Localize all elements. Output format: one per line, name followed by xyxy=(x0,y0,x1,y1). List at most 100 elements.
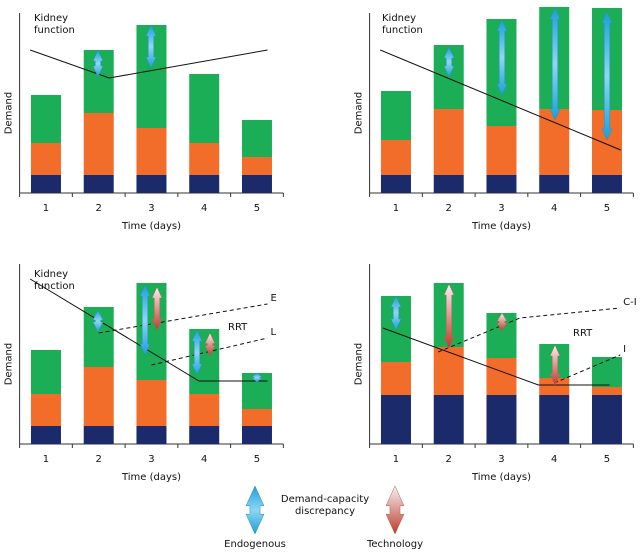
x-tick-label: 2 xyxy=(96,203,102,214)
bar-segment xyxy=(380,395,411,444)
legend-endogenous-arrow xyxy=(245,485,265,535)
bar-segment xyxy=(380,140,411,175)
bar-segment xyxy=(83,426,114,444)
bar-segment xyxy=(433,109,464,175)
x-tick-label: 4 xyxy=(551,454,557,465)
bar-segment xyxy=(30,143,61,175)
bar-segment xyxy=(189,394,220,426)
x-tick-label: 2 xyxy=(446,454,452,465)
bar-segment xyxy=(539,109,570,175)
bar-segment xyxy=(30,426,61,444)
line-label: Kidney function xyxy=(34,269,75,292)
bar-segment xyxy=(83,113,114,175)
x-tick-label: 1 xyxy=(43,203,49,214)
bar-segment xyxy=(539,378,570,395)
legend-technology: Technology xyxy=(366,539,423,550)
bar-segment xyxy=(189,426,220,444)
bar-segment xyxy=(30,394,61,426)
bar-segment xyxy=(591,395,622,444)
bar-segment xyxy=(241,175,272,193)
annotation: RRT xyxy=(228,322,248,333)
y-axis-label: Demand xyxy=(4,92,15,134)
bar-segment xyxy=(486,395,517,444)
endogenous-arrow xyxy=(191,329,203,376)
bar-segment xyxy=(539,395,570,444)
technology-arrow xyxy=(549,344,561,386)
technology-arrow xyxy=(496,312,508,332)
technology-arrow xyxy=(204,332,216,357)
line-label: E xyxy=(271,293,277,304)
endogenous-arrow xyxy=(145,24,157,69)
bar-segment xyxy=(433,175,464,193)
x-tick-label: 3 xyxy=(498,454,504,465)
x-tick-label: 3 xyxy=(498,203,504,214)
x-axis-label: Time (days) xyxy=(471,221,531,232)
line-label: C-I xyxy=(623,297,637,308)
bar-segment xyxy=(30,95,61,143)
bar-segment xyxy=(380,362,411,395)
bar-segment xyxy=(591,387,622,395)
bar-segment xyxy=(136,380,167,426)
legend-endogenous: Endogenous xyxy=(224,539,286,550)
x-tick-label: 5 xyxy=(604,203,610,214)
bar-segment xyxy=(30,350,61,394)
line xyxy=(29,49,268,79)
x-tick-label: 1 xyxy=(393,203,399,214)
endogenous-arrow xyxy=(601,11,613,141)
x-tick-label: 5 xyxy=(604,454,610,465)
bar-segment xyxy=(30,175,61,193)
bar-segment xyxy=(433,395,464,444)
endogenous-arrow xyxy=(139,284,151,356)
bar-segment xyxy=(136,128,167,175)
bar-segment xyxy=(241,409,272,426)
technology-arrow xyxy=(151,286,163,331)
x-tick-label: 1 xyxy=(43,454,49,465)
line-label: Kidney function xyxy=(34,13,75,36)
x-tick-label: 4 xyxy=(201,454,207,465)
x-tick-label: 5 xyxy=(254,454,260,465)
bar-segment xyxy=(189,175,220,193)
y-axis-label: Demand xyxy=(4,343,15,385)
line xyxy=(554,354,621,384)
y-axis-label: Demand xyxy=(354,92,365,134)
legend-technology-arrow xyxy=(385,485,405,535)
x-tick-label: 4 xyxy=(551,203,557,214)
bar-segment xyxy=(136,283,167,380)
endogenous-arrow xyxy=(251,372,263,383)
endogenous-arrow xyxy=(390,295,402,331)
bar-segment xyxy=(433,347,464,395)
technology-arrow xyxy=(443,283,455,349)
bar-segment xyxy=(539,175,570,193)
bar-segment xyxy=(486,175,517,193)
bar-segment xyxy=(83,367,114,426)
x-tick-label: 5 xyxy=(254,203,260,214)
bar-segment xyxy=(486,358,517,395)
endogenous-arrow xyxy=(549,7,561,121)
bar-segment xyxy=(189,74,220,143)
line-label: L xyxy=(271,327,277,338)
y-axis-label: Demand xyxy=(354,343,365,385)
line xyxy=(382,327,610,386)
bar-segment xyxy=(486,126,517,175)
endogenous-arrow xyxy=(92,309,104,333)
x-tick-label: 1 xyxy=(393,454,399,465)
x-tick-label: 3 xyxy=(148,203,154,214)
line xyxy=(29,278,268,382)
endogenous-arrow xyxy=(92,49,104,78)
bar-segment xyxy=(241,157,272,175)
line xyxy=(98,303,268,334)
bar-segment xyxy=(380,91,411,140)
endogenous-arrow xyxy=(496,19,508,96)
x-axis-label: Time (days) xyxy=(121,221,181,232)
bar-segment xyxy=(136,175,167,193)
line xyxy=(437,307,621,353)
x-tick-label: 3 xyxy=(148,454,154,465)
x-tick-label: 2 xyxy=(96,454,102,465)
x-tick-label: 4 xyxy=(201,203,207,214)
bar-segment xyxy=(241,426,272,444)
bar-segment xyxy=(189,143,220,175)
line-label: Kidney function xyxy=(382,13,423,36)
annotation: RRT xyxy=(573,328,593,339)
